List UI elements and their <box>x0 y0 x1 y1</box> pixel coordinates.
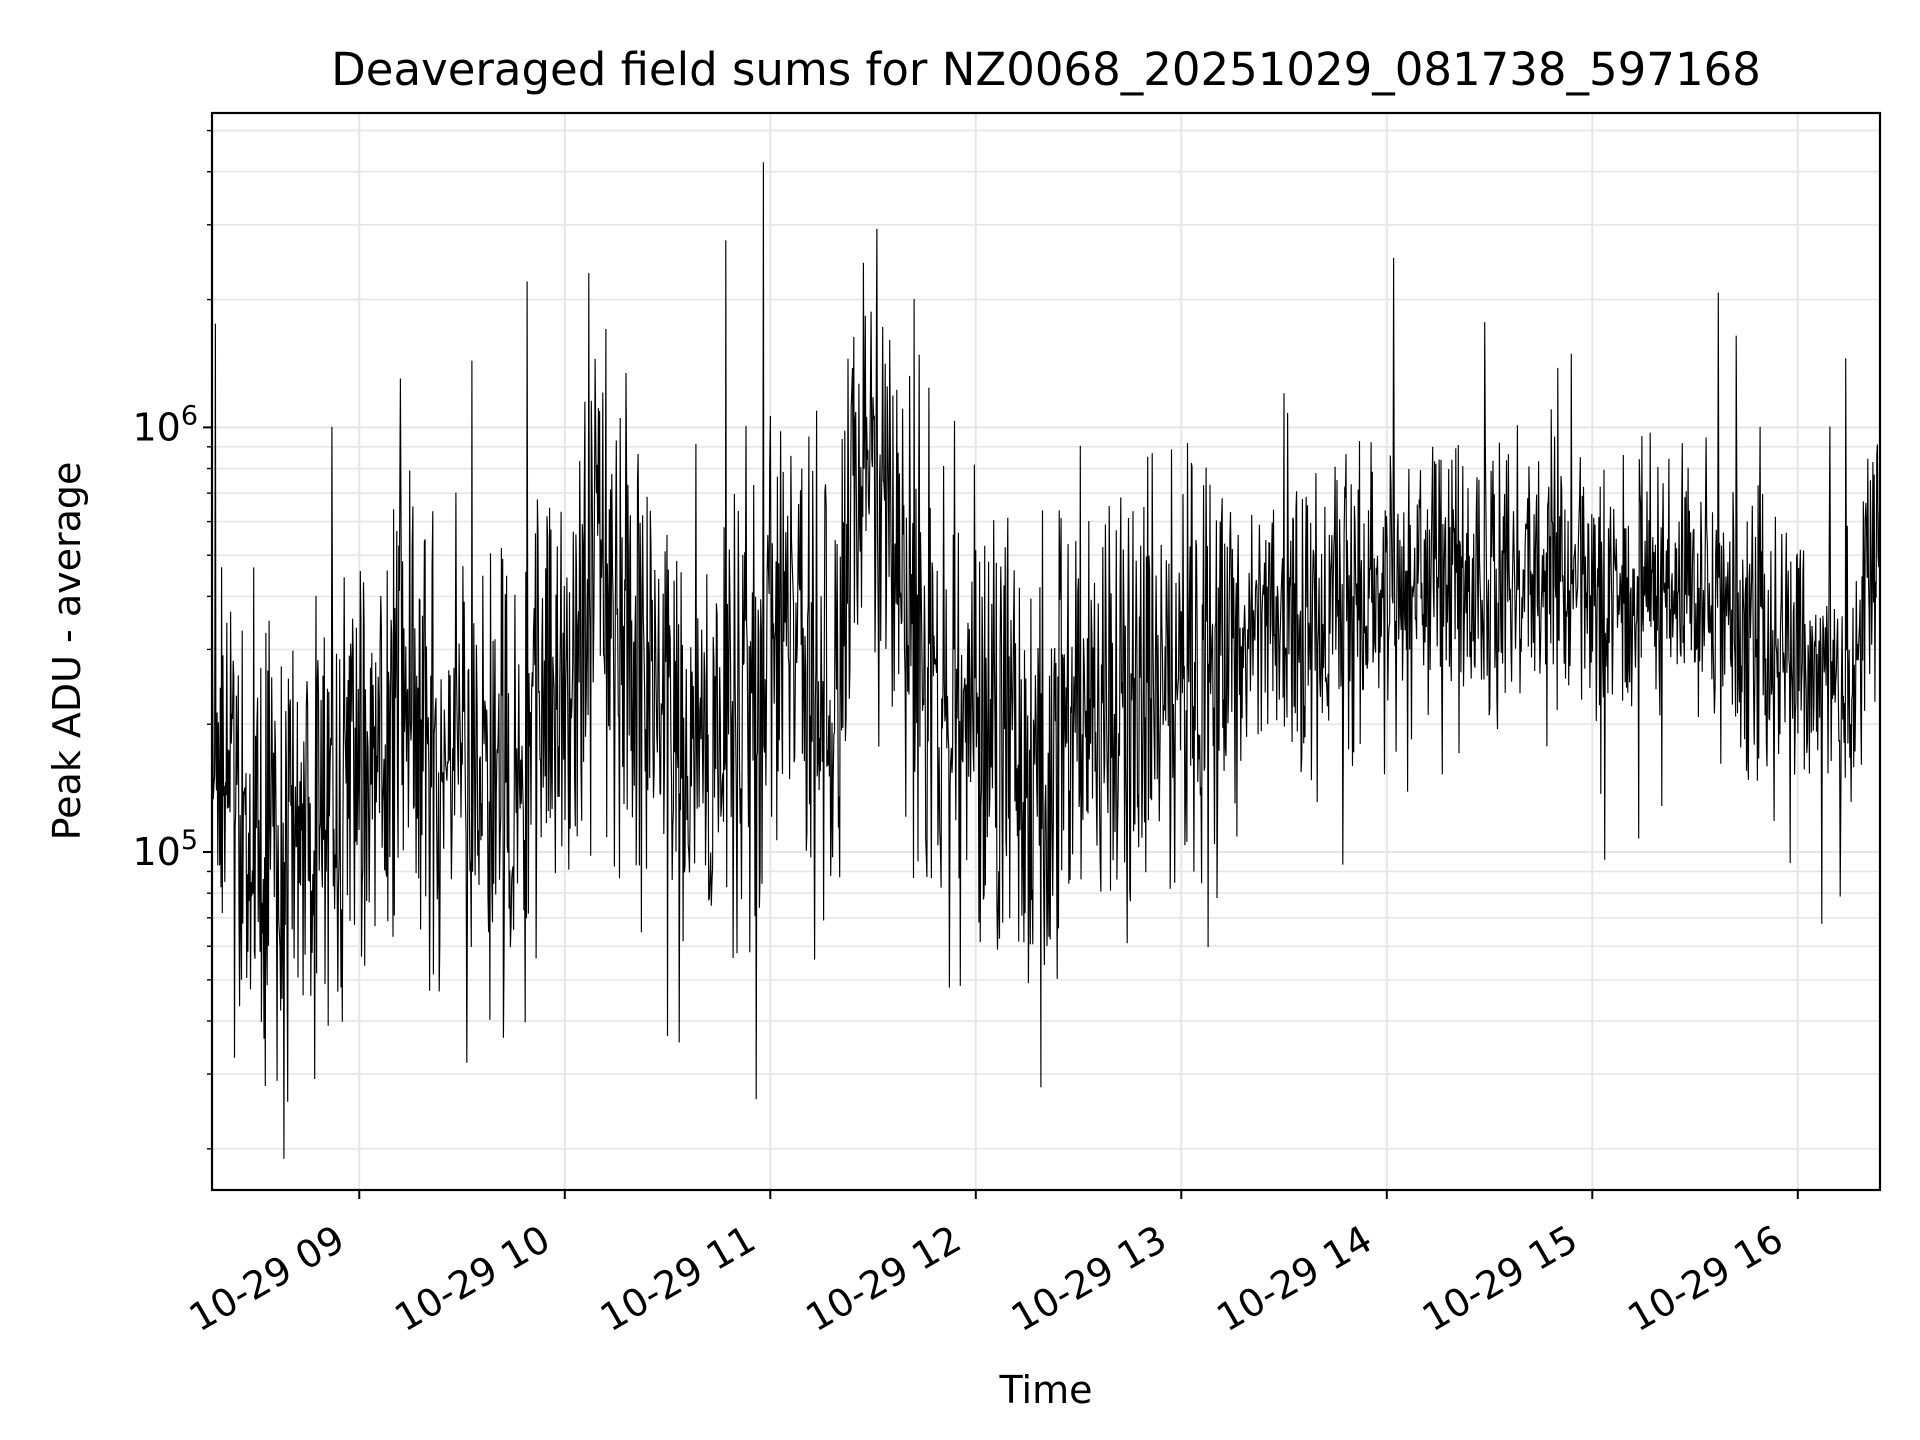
y-tick-base: 10 <box>132 405 180 449</box>
spike-point <box>588 273 590 275</box>
y-axis-label: Peak ADU - average <box>45 462 89 841</box>
plot-area <box>211 162 1881 1159</box>
chart-title: Deaveraged field sums for NZ0068_2025102… <box>331 43 1761 96</box>
axes-frame <box>210 111 1882 1192</box>
spike-point <box>331 426 333 428</box>
spike-point <box>276 1079 278 1081</box>
spike-point <box>605 328 607 331</box>
y-tick-label: 106 <box>132 400 198 449</box>
spike-point <box>762 162 765 164</box>
spike-point <box>1821 922 1823 924</box>
spike-point <box>1283 393 1285 395</box>
x-axis-label: Time <box>999 1368 1093 1412</box>
spike-point <box>214 323 217 325</box>
spike-point <box>875 308 878 310</box>
spike-point <box>1040 1086 1042 1088</box>
spike-point <box>1845 358 1847 360</box>
series-line <box>211 162 1881 1159</box>
spike-point <box>526 281 528 283</box>
y-tick-exponent: 6 <box>181 400 198 431</box>
spike-point <box>283 1157 285 1159</box>
spike-point <box>1759 426 1761 428</box>
spike-point <box>913 298 915 301</box>
y-tick-label: 105 <box>132 825 198 874</box>
spike-point <box>725 240 727 242</box>
spike-point <box>1393 257 1395 260</box>
spike-point <box>1088 520 1090 523</box>
spike-point <box>399 378 401 380</box>
y-tick-exponent: 5 <box>181 825 198 856</box>
spike-point <box>666 1034 669 1036</box>
y-tick-base: 10 <box>132 830 180 874</box>
spike-point <box>1550 409 1552 411</box>
